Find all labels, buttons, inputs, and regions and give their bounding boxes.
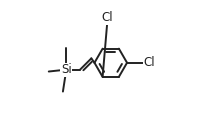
Text: Si: Si [61,63,72,76]
Text: Cl: Cl [144,56,155,69]
Text: Cl: Cl [101,11,113,24]
